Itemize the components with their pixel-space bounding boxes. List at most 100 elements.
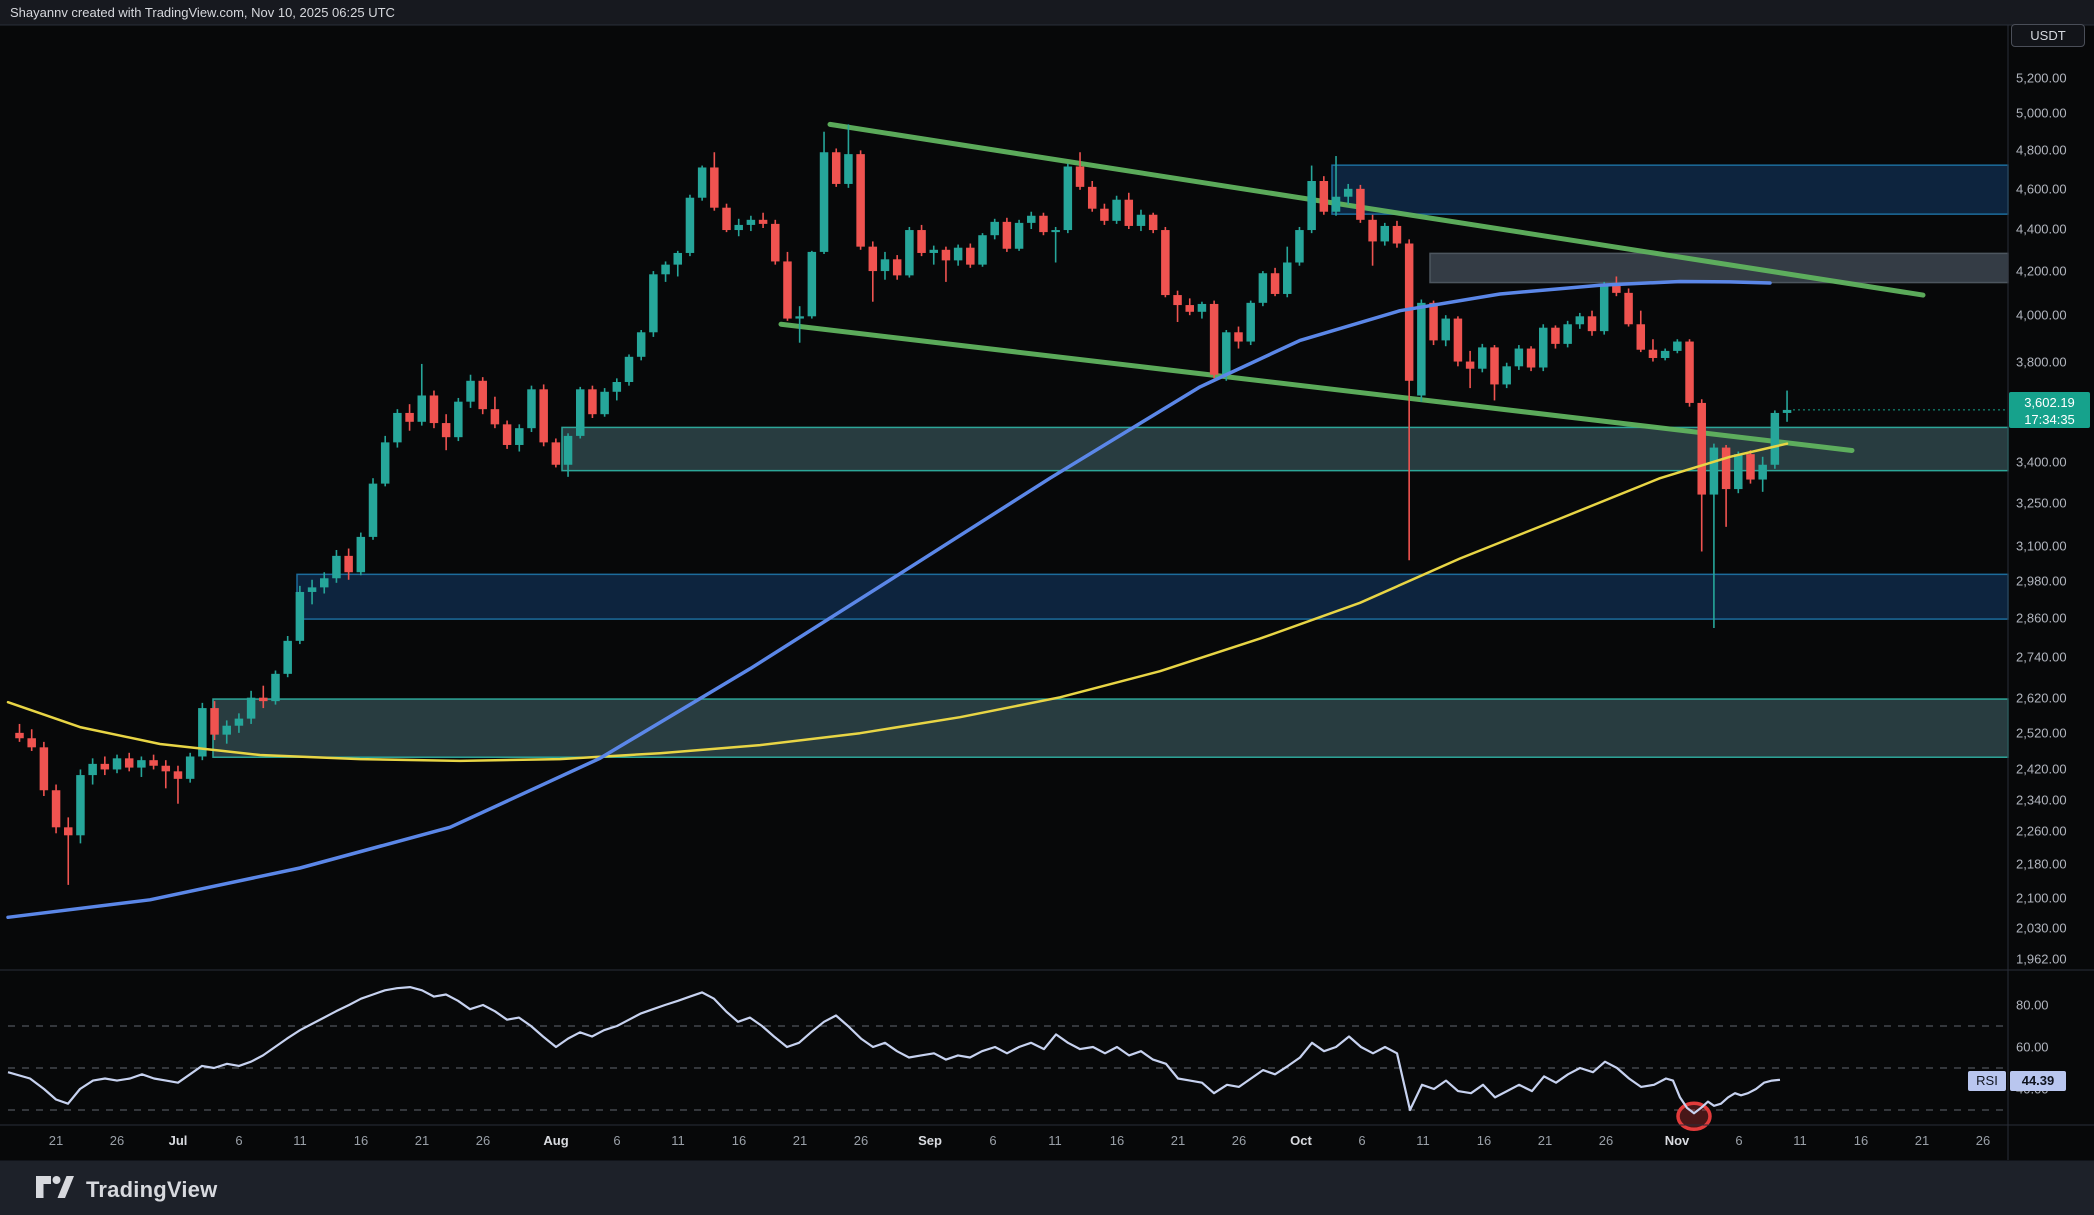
candle-body xyxy=(1185,305,1194,312)
candle-body xyxy=(1087,186,1097,209)
candle-body xyxy=(1721,447,1731,490)
candle-body xyxy=(1514,348,1524,367)
price-axis-label: 2,100.00 xyxy=(2016,890,2067,906)
price-axis-label: 4,600.00 xyxy=(2016,181,2067,197)
moving-averages[interactable] xyxy=(6,279,1789,920)
candle-body xyxy=(173,771,183,779)
candle-body xyxy=(1124,199,1134,226)
candle-body xyxy=(88,763,97,776)
price-axis-label: 2,030.00 xyxy=(2016,920,2067,936)
candle-body xyxy=(332,555,341,579)
candle-body xyxy=(1612,284,1621,293)
supply-zone-navy[interactable] xyxy=(1331,164,2009,215)
time-axis-day-label: 21 xyxy=(414,1133,430,1148)
rsi-oversold-circle-annotation[interactable] xyxy=(1676,1101,1712,1132)
candle-body xyxy=(1673,341,1682,351)
candle-body xyxy=(1356,188,1365,220)
candle-body xyxy=(234,718,244,726)
candle-body xyxy=(746,219,756,225)
candle-body xyxy=(1258,273,1268,303)
price-axis-label: 4,800.00 xyxy=(2016,142,2067,158)
rsi-line[interactable] xyxy=(7,985,1781,1115)
candle-body xyxy=(1222,332,1231,375)
candle-body xyxy=(990,221,999,236)
candle-body xyxy=(76,775,85,836)
time-axis-day-label: 26 xyxy=(853,1133,869,1148)
candle-body xyxy=(588,389,597,415)
candle-body xyxy=(1331,196,1341,212)
time-axis-month-label: Aug xyxy=(543,1133,569,1148)
candle-body xyxy=(295,591,305,641)
tradingview-logo[interactable]: TradingView xyxy=(36,1175,217,1205)
candle-body xyxy=(112,758,122,770)
candle-body xyxy=(1502,366,1511,385)
candle-body xyxy=(149,760,158,766)
candle-body xyxy=(1551,327,1560,344)
candle-body xyxy=(368,483,378,537)
time-axis-day-label: 6 xyxy=(1358,1133,1366,1148)
candle-body xyxy=(527,389,536,429)
rsi-pane[interactable] xyxy=(7,985,2008,1132)
time-axis-month-label: Jul xyxy=(168,1133,188,1148)
price-axis-label: 2,740.00 xyxy=(2016,649,2067,665)
demand-zone-teal-lower[interactable] xyxy=(212,698,2009,758)
candle-body xyxy=(1283,262,1292,294)
candle-body xyxy=(880,259,890,272)
time-axis-day-label: 6 xyxy=(235,1133,243,1148)
time-axis-day-label: 21 xyxy=(48,1133,64,1148)
time-axis-month-label: Nov xyxy=(1664,1133,1690,1148)
time-axis-day-label: 16 xyxy=(731,1133,747,1148)
candle-body xyxy=(929,249,938,253)
candle-body xyxy=(478,380,487,410)
candle-body xyxy=(1209,303,1219,375)
attribution-bar: Shayannv created with TradingView.com, N… xyxy=(0,0,2094,25)
time-axis-day-label: 26 xyxy=(1598,1133,1614,1148)
candle-body xyxy=(1685,341,1694,403)
trendlines[interactable] xyxy=(778,121,1926,453)
candle-body xyxy=(320,578,329,588)
candle-body xyxy=(15,732,24,739)
demand-zone-teal-upper[interactable] xyxy=(561,426,2009,472)
demand-zone-navy[interactable] xyxy=(296,573,2009,620)
candle-body xyxy=(1599,284,1609,332)
candles[interactable] xyxy=(15,124,1792,885)
candle-body xyxy=(783,261,792,319)
candle-body xyxy=(1660,350,1670,358)
ma-blue-slow[interactable] xyxy=(6,279,1772,920)
candle-body xyxy=(27,738,36,748)
candle-body xyxy=(283,640,292,674)
channel-lower-line[interactable] xyxy=(778,321,1855,453)
time-axis-day-label: 11 xyxy=(671,1133,685,1148)
candle-body xyxy=(1526,348,1536,368)
candle-body xyxy=(1136,214,1146,226)
price-axis-label: 3,250.00 xyxy=(2016,495,2067,511)
candle-body xyxy=(222,725,231,735)
candle-body xyxy=(466,380,475,402)
candle-body xyxy=(661,264,670,275)
candle-body xyxy=(307,587,317,592)
candle-body xyxy=(1636,324,1646,350)
candle-body xyxy=(966,247,975,265)
candle-body xyxy=(795,316,804,319)
supply-zone-gray[interactable] xyxy=(1429,252,2009,284)
candle-body xyxy=(844,154,853,184)
channel-upper-line[interactable] xyxy=(827,121,1926,298)
price-axis-label: 2,980.00 xyxy=(2016,573,2067,589)
time-axis-day-label: 11 xyxy=(1416,1133,1430,1148)
bar-close-countdown: 17:34:35 xyxy=(2024,412,2075,427)
tradingview-logo-text: TradingView xyxy=(86,1177,218,1202)
time-axis-day-label: 21 xyxy=(1914,1133,1930,1148)
price-axis-label: 2,180.00 xyxy=(2016,856,2067,872)
candle-body xyxy=(1490,347,1499,385)
time-axis-day-label: 11 xyxy=(293,1133,307,1148)
currency-toggle-button[interactable]: USDT xyxy=(2011,24,2085,47)
attribution-text: Shayannv created with TradingView.com, N… xyxy=(10,5,395,20)
candle-body xyxy=(344,555,353,573)
candle-body xyxy=(1197,303,1207,312)
footer-bar: TradingView xyxy=(0,1160,2094,1215)
price-axis-label: 1,962.00 xyxy=(2016,951,2067,967)
candle-body xyxy=(502,424,512,445)
ma-yellow-fast[interactable] xyxy=(6,442,1789,763)
